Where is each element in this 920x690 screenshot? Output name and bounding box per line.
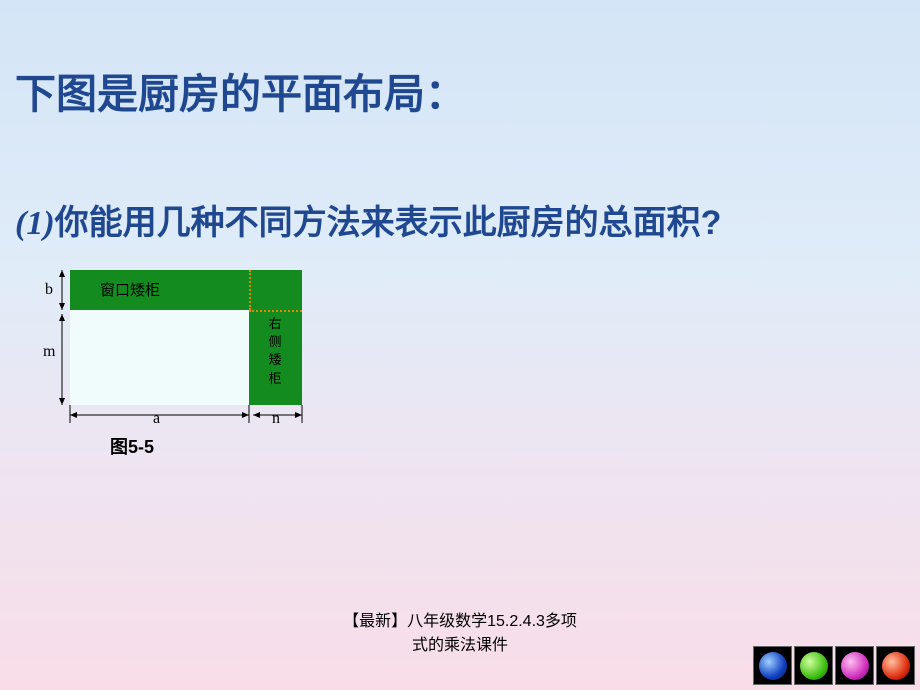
orb-button-blue[interactable] — [753, 646, 792, 685]
dimension-arrows — [40, 265, 310, 460]
nav-orbs — [753, 646, 915, 685]
page-title: 下图是厨房的平面布局： — [15, 60, 466, 120]
question-number: (1) — [15, 205, 55, 242]
orb-button-red[interactable] — [876, 646, 915, 685]
footer-line2: 式的乘法课件 — [412, 637, 508, 654]
dim-label-b: b — [45, 281, 53, 299]
figure-caption: 图5-5 — [110, 433, 154, 459]
dim-label-n: n — [272, 410, 280, 428]
kitchen-diagram: 窗口矮柜 右侧矮柜 b m a n 图5-5 — [40, 265, 310, 460]
orb-icon — [882, 652, 910, 680]
question-body: 你能用几种不同方法来表示此厨房的总面积 — [55, 204, 701, 242]
question-text: (1)你能用几种不同方法来表示此厨房的总面积? — [15, 195, 721, 244]
orb-icon — [800, 652, 828, 680]
footer-line1: 【最新】八年级数学15.2.4.3多项 — [343, 613, 577, 630]
dim-label-a: a — [153, 410, 160, 428]
orb-button-green[interactable] — [794, 646, 833, 685]
dim-label-m: m — [43, 343, 55, 361]
question-mark: ? — [701, 204, 722, 242]
orb-icon — [759, 652, 787, 680]
orb-icon — [841, 652, 869, 680]
orb-button-pink[interactable] — [835, 646, 874, 685]
